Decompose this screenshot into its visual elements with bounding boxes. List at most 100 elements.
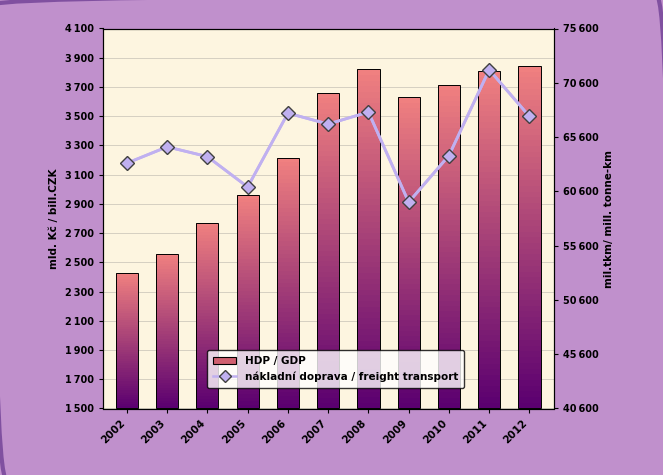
Bar <box>237 213 259 217</box>
Bar <box>357 341 379 346</box>
Bar <box>237 373 259 377</box>
Bar <box>156 264 178 266</box>
Bar <box>357 205 379 211</box>
Bar <box>518 289 540 294</box>
Bar <box>438 155 460 161</box>
Bar <box>357 273 379 278</box>
Bar <box>317 140 339 145</box>
Bar <box>317 382 339 388</box>
Bar <box>357 307 379 313</box>
Bar <box>518 340 540 346</box>
Bar <box>317 398 339 403</box>
Bar <box>277 158 299 162</box>
Bar <box>156 297 178 300</box>
Bar <box>156 259 178 261</box>
Bar <box>196 380 219 384</box>
Bar <box>398 238 420 243</box>
Bar <box>116 354 138 356</box>
Bar <box>357 200 379 205</box>
Bar <box>277 187 299 191</box>
Bar <box>116 365 138 368</box>
Bar <box>398 103 420 108</box>
Bar <box>518 380 540 386</box>
Bar <box>317 393 339 398</box>
Bar <box>237 401 259 405</box>
Bar <box>357 403 379 408</box>
Bar <box>277 337 299 342</box>
Bar <box>116 372 138 374</box>
Bar <box>237 334 259 337</box>
Bar <box>237 390 259 394</box>
Bar <box>478 391 501 397</box>
Bar <box>478 99 501 105</box>
Bar <box>196 371 219 374</box>
Bar <box>518 134 540 140</box>
Bar <box>277 329 299 333</box>
Bar <box>518 77 540 83</box>
Bar <box>317 240 339 246</box>
Bar <box>478 375 501 380</box>
Bar <box>357 165 379 171</box>
Bar <box>237 245 259 248</box>
Bar <box>357 103 379 109</box>
Bar <box>478 279 501 285</box>
Bar <box>438 252 460 257</box>
Bar <box>438 123 460 128</box>
Bar <box>478 88 501 94</box>
Bar <box>317 293 339 298</box>
Bar <box>438 198 460 204</box>
Bar <box>357 194 379 200</box>
Bar <box>156 357 178 360</box>
Bar <box>438 279 460 285</box>
Bar <box>518 397 540 403</box>
Bar <box>196 276 219 278</box>
Bar <box>478 358 501 363</box>
Bar <box>478 234 501 240</box>
Bar <box>116 370 138 372</box>
Bar <box>196 306 219 310</box>
Bar <box>116 343 138 345</box>
Bar <box>357 239 379 245</box>
Bar <box>237 362 259 366</box>
Bar <box>438 133 460 139</box>
Bar <box>196 303 219 306</box>
Bar <box>116 347 138 350</box>
Bar <box>478 83 501 88</box>
Bar <box>438 187 460 193</box>
Bar <box>438 177 460 182</box>
Bar <box>317 177 339 182</box>
Bar <box>277 321 299 325</box>
Bar <box>478 127 501 133</box>
Bar <box>116 383 138 386</box>
Bar <box>156 352 178 354</box>
Bar <box>518 391 540 397</box>
Bar <box>398 315 420 320</box>
Bar <box>156 310 178 313</box>
Bar <box>116 314 138 315</box>
Bar <box>438 338 460 344</box>
Bar <box>438 144 460 150</box>
Bar <box>277 246 299 250</box>
Bar <box>156 370 178 372</box>
Bar <box>196 337 219 341</box>
Bar <box>116 315 138 318</box>
Bar <box>438 171 460 177</box>
Bar <box>237 234 259 238</box>
Bar <box>438 236 460 241</box>
Bar <box>196 353 219 356</box>
Bar <box>518 152 540 157</box>
Bar <box>277 229 299 233</box>
Bar <box>438 392 460 398</box>
Bar <box>196 365 219 368</box>
Bar <box>398 160 420 165</box>
Bar <box>116 381 138 384</box>
Bar <box>398 310 420 315</box>
Bar <box>398 300 420 305</box>
Bar <box>277 174 299 179</box>
Bar <box>277 313 299 317</box>
Bar <box>116 350 138 352</box>
Bar <box>156 378 178 380</box>
Bar <box>277 200 299 204</box>
Bar <box>196 294 219 297</box>
Bar <box>277 342 299 346</box>
